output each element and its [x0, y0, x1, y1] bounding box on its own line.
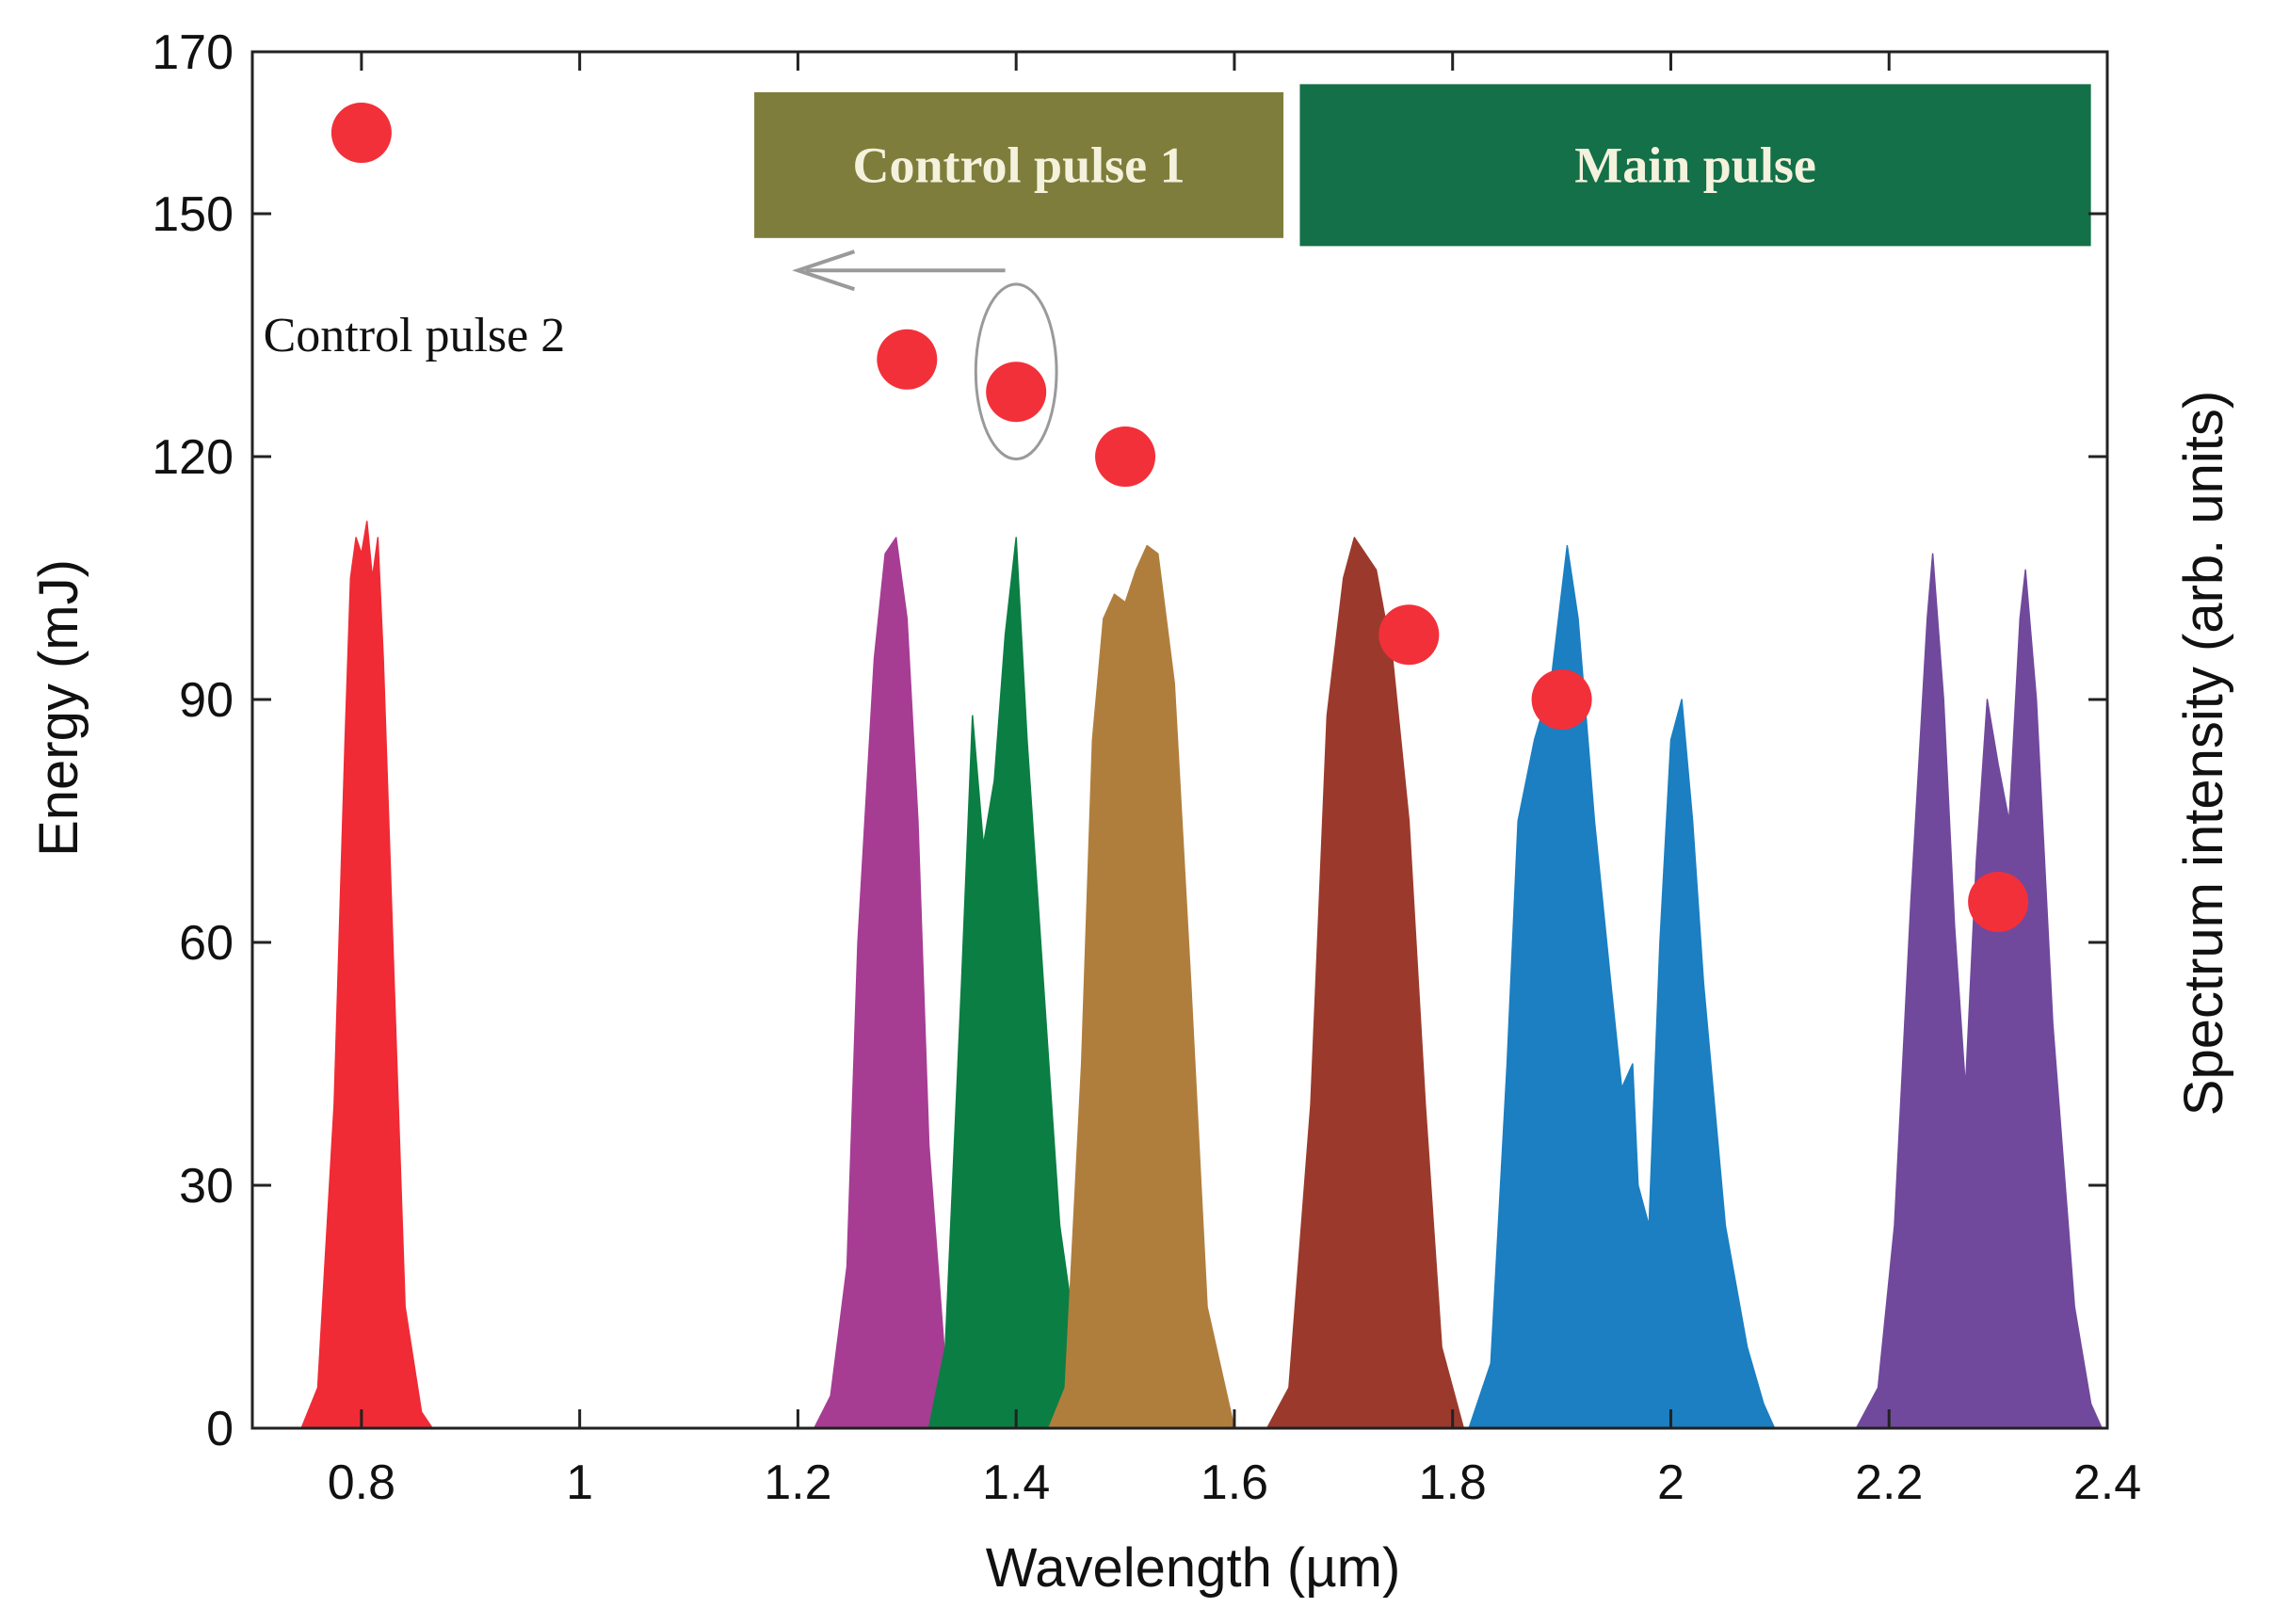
x-tick-label: 1.4 — [982, 1455, 1050, 1510]
x-tick-label: 2.4 — [2073, 1455, 2141, 1510]
x-tick-label: 0.8 — [328, 1455, 395, 1510]
x-tick-label: 1.8 — [1419, 1455, 1487, 1510]
legend-label-main-pulse: Main pulse — [1574, 137, 1816, 193]
x-tick-label: 2 — [1657, 1455, 1685, 1510]
energy-point — [986, 362, 1047, 423]
energy-points-layer — [330, 103, 2029, 932]
y-tick-label: 170 — [152, 25, 234, 80]
y-axis-label: Energy (mJ) — [28, 559, 89, 857]
y-tick-label: 150 — [152, 187, 234, 242]
x-tick-label: 2.2 — [1855, 1455, 1923, 1510]
x-tick-label: 1 — [566, 1455, 593, 1510]
x-tick-label: 1.6 — [1201, 1455, 1268, 1510]
spectrum-area-4 — [1048, 544, 1235, 1429]
energy-point — [1968, 872, 2029, 932]
y-tick-label: 90 — [179, 673, 234, 728]
y-tick-label: 0 — [206, 1402, 234, 1456]
spectra-layer — [300, 521, 2103, 1429]
spectrum-area-1 — [300, 521, 433, 1429]
energy-point — [1378, 604, 1440, 666]
y2-axis-label: Spectrum intensity (arb. units) — [2173, 391, 2234, 1116]
x-axis-label: Wavelength (µm) — [986, 1537, 1401, 1599]
legend-box-control-pulse-1 — [754, 92, 1284, 238]
legend-layer: Control pulse 1 Main pulse — [754, 84, 2091, 247]
shift-arrow-head — [792, 249, 856, 292]
spectrum-area-6 — [1468, 544, 1776, 1429]
plot-frame — [250, 50, 2109, 1430]
energy-point — [877, 329, 938, 390]
y-tick-label: 60 — [179, 916, 234, 971]
energy-point — [330, 103, 392, 163]
y-tick-label: 120 — [152, 430, 234, 485]
spectrum-area-7 — [1855, 553, 2103, 1429]
legend-box-main-pulse — [1299, 84, 2091, 247]
highlight-ellipse — [974, 282, 1058, 461]
legend-label-control-pulse-1: Control pulse 1 — [853, 137, 1185, 193]
axes-layer: 0.8 1 1.2 1.4 1.6 1.8 2 2.2 2.4 0 30 60 90 120 150 170 — [152, 25, 2141, 1510]
spectrum-area-5 — [1265, 537, 1465, 1429]
energy-point — [1531, 669, 1592, 730]
control-pulse-2-label: Control pulse 2 — [264, 309, 566, 362]
x-tick-label: 1.2 — [764, 1455, 831, 1510]
y-tick-label: 30 — [179, 1159, 234, 1214]
energy-point — [1095, 426, 1156, 487]
annotation-layer: Control pulse 2 — [264, 249, 1058, 461]
